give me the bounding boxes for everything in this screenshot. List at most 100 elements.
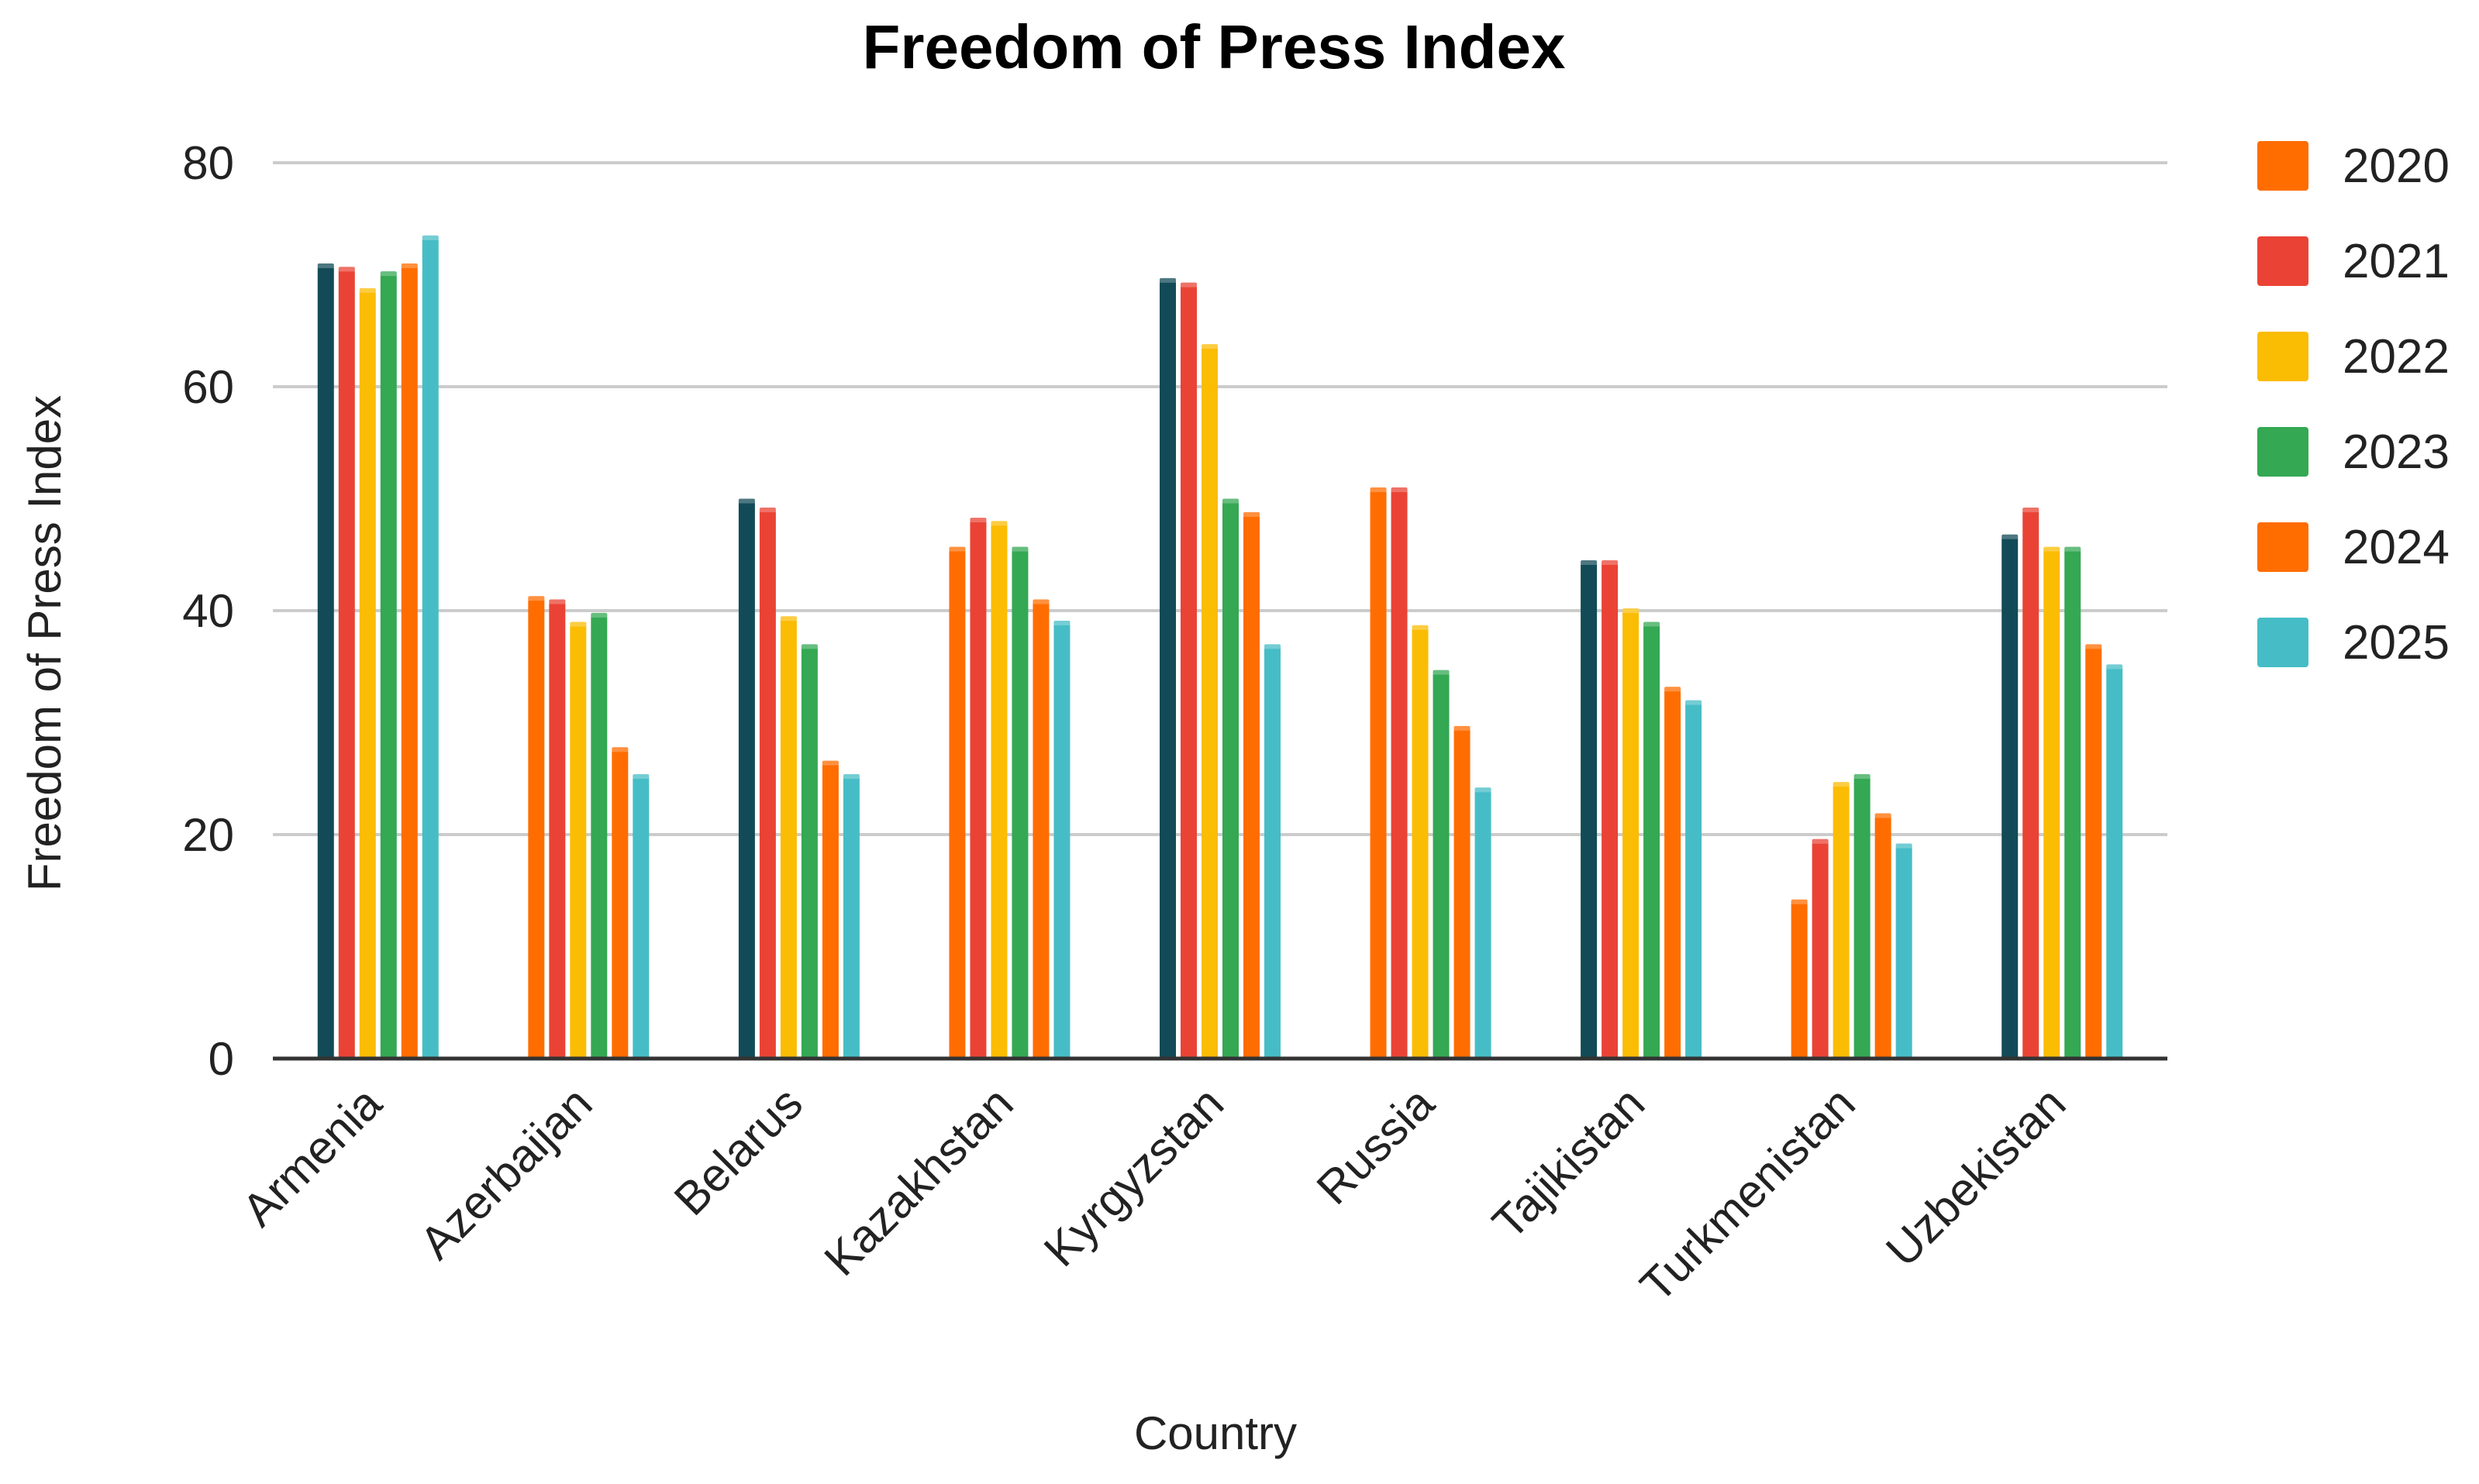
x-tick-label: Azerbaijan bbox=[410, 1077, 602, 1269]
x-tick-label: Belarus bbox=[664, 1077, 812, 1225]
bar-belarus-2021 bbox=[759, 508, 776, 1059]
bar-uzbekistan-2022 bbox=[2043, 546, 2060, 1059]
bar-uzbekistan-2023 bbox=[2064, 546, 2081, 1059]
bar-highlight bbox=[759, 508, 776, 513]
gridlines bbox=[273, 161, 2167, 836]
bar-azerbaijan-2023 bbox=[591, 612, 608, 1059]
legend-label: 2020 bbox=[2343, 139, 2450, 193]
x-tick-label: Armenia bbox=[233, 1076, 392, 1236]
bar-armenia-2025 bbox=[422, 235, 439, 1059]
legend-label: 2022 bbox=[2343, 330, 2450, 384]
bar-uzbekistan-2024 bbox=[2085, 644, 2102, 1059]
bar-turkmenistan-2022 bbox=[1833, 782, 1850, 1059]
x-tick-label: Uzbekistan bbox=[1876, 1077, 2075, 1276]
bar-highlight bbox=[1622, 608, 1639, 614]
bar-highlight bbox=[1833, 782, 1850, 787]
bar-highlight bbox=[633, 773, 650, 779]
bar-highlight bbox=[1412, 625, 1429, 630]
bar-highlight bbox=[1453, 725, 1471, 731]
bar-uzbekistan-2020 bbox=[2001, 534, 2019, 1059]
bar-tajikistan-2024 bbox=[1664, 687, 1681, 1059]
bar-highlight bbox=[338, 267, 355, 272]
bar-kazakhstan-2023 bbox=[1012, 546, 1029, 1059]
bar-uzbekistan-2021 bbox=[2022, 508, 2039, 1059]
x-tick-label: Tajikistan bbox=[1482, 1077, 1654, 1249]
bar-kazakhstan-2025 bbox=[1053, 621, 1071, 1059]
bar-highlight bbox=[1012, 546, 1029, 552]
legend-label: 2024 bbox=[2343, 521, 2450, 574]
bar-highlight bbox=[1033, 599, 1050, 604]
bar-russia-2024 bbox=[1453, 725, 1471, 1059]
bar-highlight bbox=[1895, 843, 1912, 849]
bar-highlight bbox=[801, 644, 818, 649]
bar-highlight bbox=[1874, 813, 1891, 818]
bar-armenia-2023 bbox=[380, 271, 397, 1059]
bar-highlight bbox=[2043, 546, 2060, 552]
bar-turkmenistan-2021 bbox=[1812, 838, 1829, 1059]
bar-highlight bbox=[1160, 277, 1176, 283]
bar-highlight bbox=[1433, 670, 1450, 675]
y-tick-label: 20 bbox=[182, 809, 234, 861]
bar-highlight bbox=[822, 760, 839, 766]
bar-russia-2020 bbox=[1370, 487, 1387, 1059]
bar-armenia-2022 bbox=[359, 288, 376, 1059]
bar-kyrgyzstan-2022 bbox=[1202, 344, 1218, 1059]
bar-highlight bbox=[991, 521, 1008, 526]
bar-azerbaijan-2021 bbox=[549, 599, 566, 1059]
bar-uzbekistan-2025 bbox=[2106, 664, 2123, 1059]
bar-kyrgyzstan-2020 bbox=[1160, 277, 1176, 1059]
bar-kyrgyzstan-2024 bbox=[1243, 511, 1260, 1059]
bar-russia-2022 bbox=[1412, 625, 1429, 1059]
x-tick-label: Kazakhstan bbox=[815, 1077, 1023, 1286]
bar-highlight bbox=[1685, 700, 1702, 705]
bar-highlight bbox=[1581, 560, 1598, 565]
bar-armenia-2020 bbox=[317, 263, 334, 1059]
bar-highlight bbox=[970, 518, 987, 523]
bar-highlight bbox=[570, 621, 587, 627]
bar-highlight bbox=[1370, 487, 1387, 493]
bar-belarus-2020 bbox=[738, 498, 755, 1059]
bar-highlight bbox=[1391, 487, 1408, 493]
legend-swatch-2020 bbox=[2257, 141, 2308, 191]
bar-highlight bbox=[1181, 282, 1197, 288]
x-axis-title: Country bbox=[1134, 1407, 1297, 1459]
bar-russia-2023 bbox=[1433, 670, 1450, 1059]
bar-belarus-2022 bbox=[780, 616, 797, 1059]
bar-tajikistan-2021 bbox=[1602, 560, 1619, 1059]
bar-highlight bbox=[549, 599, 566, 604]
bar-kazakhstan-2021 bbox=[970, 518, 987, 1059]
bar-belarus-2025 bbox=[843, 773, 860, 1059]
bar-highlight bbox=[612, 747, 629, 752]
bar-highlight bbox=[1664, 687, 1681, 692]
bar-kyrgyzstan-2021 bbox=[1181, 282, 1197, 1059]
bar-highlight bbox=[2064, 546, 2081, 552]
bar-highlight bbox=[2022, 508, 2039, 513]
y-axis-ticks: 0 20 40 60 80 bbox=[182, 137, 234, 1085]
bar-azerbaijan-2020 bbox=[528, 596, 545, 1059]
bar-highlight bbox=[401, 263, 418, 269]
x-tick-label: Russia bbox=[1307, 1076, 1445, 1214]
legend-swatch-2024 bbox=[2257, 522, 2308, 572]
bar-highlight bbox=[780, 616, 797, 621]
bar-highlight bbox=[2085, 644, 2102, 649]
bar-turkmenistan-2024 bbox=[1874, 813, 1891, 1059]
bar-tajikistan-2025 bbox=[1685, 700, 1702, 1059]
legend-swatch-2023 bbox=[2257, 427, 2308, 477]
bar-highlight bbox=[1053, 621, 1071, 626]
bar-kyrgyzstan-2025 bbox=[1264, 644, 1281, 1059]
bar-tajikistan-2023 bbox=[1643, 621, 1660, 1059]
y-tick-label: 40 bbox=[182, 585, 234, 637]
bar-highlight bbox=[738, 498, 755, 504]
y-axis-title: Freedom of Press Index bbox=[19, 395, 71, 891]
bar-highlight bbox=[1474, 787, 1491, 793]
bar-azerbaijan-2025 bbox=[633, 773, 650, 1059]
bar-azerbaijan-2024 bbox=[612, 747, 629, 1059]
bars bbox=[317, 235, 2123, 1059]
bar-highlight bbox=[1202, 344, 1218, 349]
bar-russia-2025 bbox=[1474, 787, 1491, 1059]
bar-highlight bbox=[1264, 644, 1281, 649]
legend-swatch-2022 bbox=[2257, 332, 2308, 381]
bar-highlight bbox=[1243, 511, 1260, 517]
bar-highlight bbox=[1853, 773, 1870, 779]
bar-azerbaijan-2022 bbox=[570, 621, 587, 1059]
